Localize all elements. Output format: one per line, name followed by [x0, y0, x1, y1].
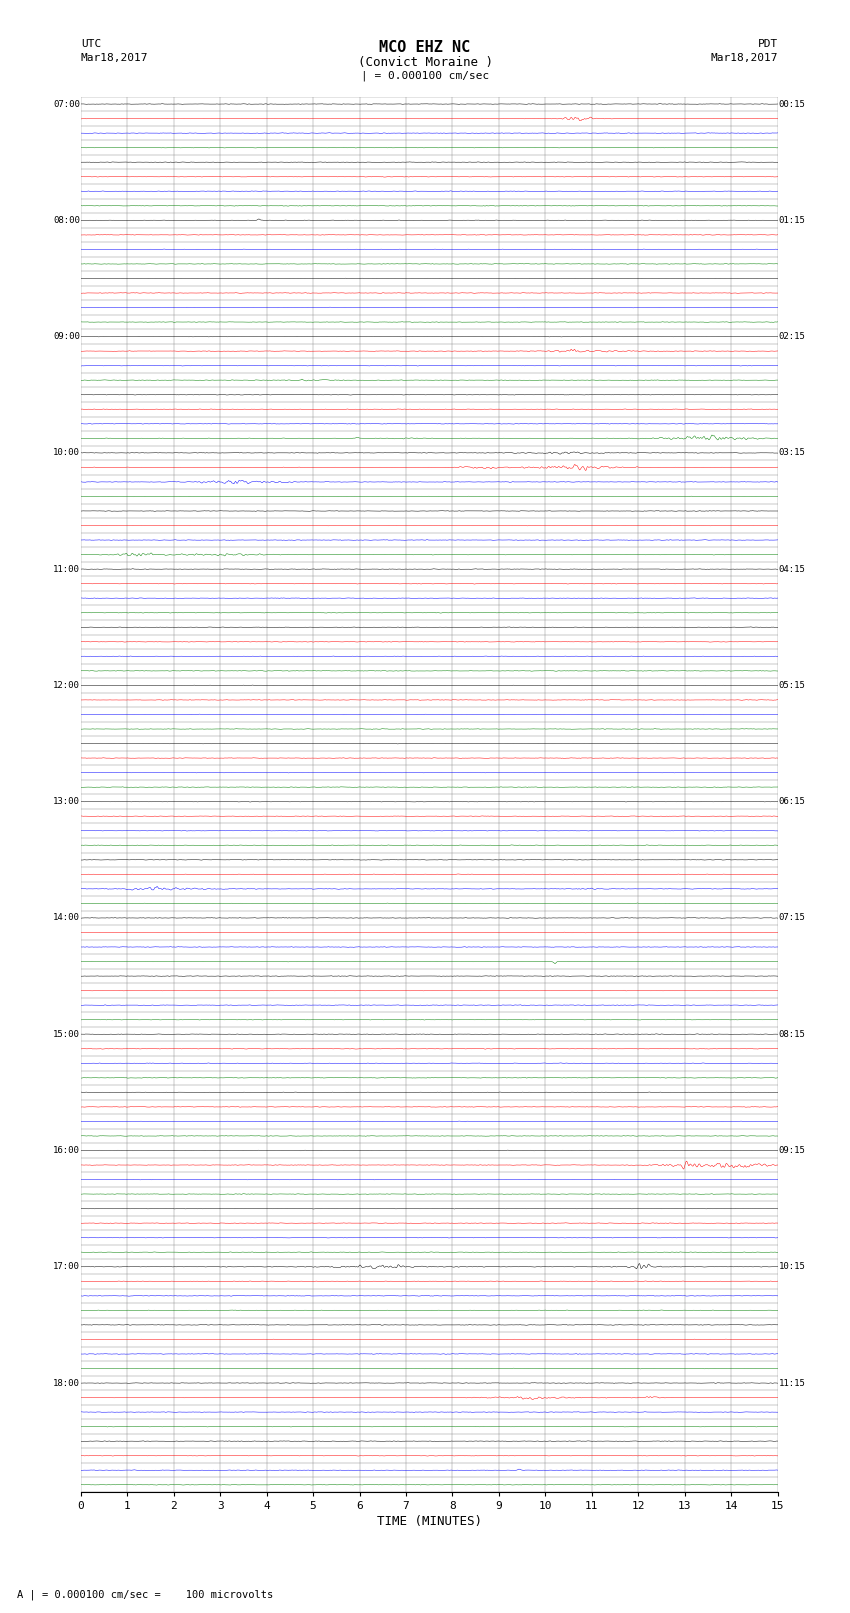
- Text: 11:00: 11:00: [54, 565, 80, 574]
- Text: PDT: PDT: [757, 39, 778, 48]
- Text: 03:15: 03:15: [779, 448, 805, 458]
- Text: Mar18,2017: Mar18,2017: [81, 53, 148, 63]
- Text: 14:00: 14:00: [54, 913, 80, 923]
- Text: 10:00: 10:00: [54, 448, 80, 458]
- Text: A | = 0.000100 cm/sec =    100 microvolts: A | = 0.000100 cm/sec = 100 microvolts: [17, 1589, 273, 1600]
- Text: 18:00: 18:00: [54, 1379, 80, 1387]
- Text: 10:15: 10:15: [779, 1263, 805, 1271]
- Text: UTC: UTC: [81, 39, 101, 48]
- Text: 08:15: 08:15: [779, 1029, 805, 1039]
- Text: 08:00: 08:00: [54, 216, 80, 224]
- Text: | = 0.000100 cm/sec: | = 0.000100 cm/sec: [361, 71, 489, 82]
- Text: 00:15: 00:15: [779, 100, 805, 108]
- Text: MCO EHZ NC: MCO EHZ NC: [379, 40, 471, 55]
- Text: 04:15: 04:15: [779, 565, 805, 574]
- Text: 17:00: 17:00: [54, 1263, 80, 1271]
- Text: 09:15: 09:15: [779, 1145, 805, 1155]
- Text: 11:15: 11:15: [779, 1379, 805, 1387]
- X-axis label: TIME (MINUTES): TIME (MINUTES): [377, 1515, 482, 1528]
- Text: 07:00: 07:00: [54, 100, 80, 108]
- Text: 12:00: 12:00: [54, 681, 80, 690]
- Text: 07:15: 07:15: [779, 913, 805, 923]
- Text: 01:15: 01:15: [779, 216, 805, 224]
- Text: 02:15: 02:15: [779, 332, 805, 340]
- Text: 13:00: 13:00: [54, 797, 80, 806]
- Text: 09:00: 09:00: [54, 332, 80, 340]
- Text: 15:00: 15:00: [54, 1029, 80, 1039]
- Text: 16:00: 16:00: [54, 1145, 80, 1155]
- Text: (Convict Moraine ): (Convict Moraine ): [358, 56, 492, 69]
- Text: 06:15: 06:15: [779, 797, 805, 806]
- Text: 05:15: 05:15: [779, 681, 805, 690]
- Text: Mar18,2017: Mar18,2017: [711, 53, 778, 63]
